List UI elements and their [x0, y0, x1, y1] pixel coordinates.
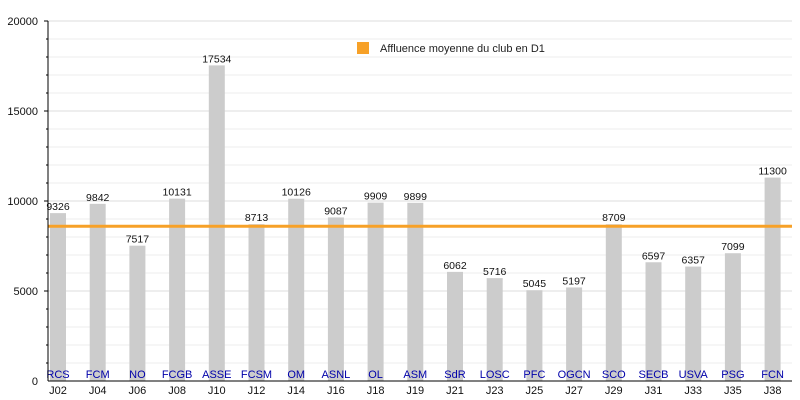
- club-label: OM: [287, 369, 305, 381]
- legend-label: Affluence moyenne du club en D1: [380, 43, 545, 55]
- club-label: FCGB: [162, 369, 193, 381]
- club-label: LOSC: [480, 369, 510, 381]
- data-label: 5197: [562, 275, 586, 287]
- bar: [327, 217, 344, 381]
- club-label: FCM: [86, 369, 110, 381]
- data-label: 6597: [642, 250, 666, 262]
- x-tick-label: J27: [565, 385, 583, 397]
- y-tick-label: 15000: [7, 106, 38, 118]
- bar: [685, 266, 702, 381]
- data-label: 17534: [202, 53, 231, 65]
- bar: [407, 202, 424, 381]
- club-label: SdR: [444, 369, 465, 381]
- x-tick-label: J38: [764, 385, 782, 397]
- x-tick-label: J16: [327, 385, 345, 397]
- data-label: 11300: [758, 166, 787, 178]
- data-label: 8709: [602, 212, 626, 224]
- bar: [89, 203, 106, 381]
- x-tick-label: J31: [645, 385, 663, 397]
- club-label: SCO: [602, 369, 626, 381]
- bars: 9326 RCS 9842 FCM 7517 NO 10131 FCGB 17534 ASSE 87…: [46, 53, 792, 381]
- bar: [724, 253, 741, 381]
- club-label: SECB: [639, 369, 669, 381]
- x-tick-label: J04: [89, 385, 107, 397]
- bar: [764, 177, 781, 381]
- data-label: 8713: [245, 212, 269, 224]
- y-tick-label: 10000: [7, 196, 38, 208]
- club-label: PFC: [523, 369, 545, 381]
- data-label: 9899: [404, 191, 428, 203]
- bar: [486, 278, 503, 381]
- x-tick-label: J23: [486, 385, 504, 397]
- x-tick-label: J06: [129, 385, 147, 397]
- bar: [129, 245, 146, 381]
- club-label: OL: [368, 369, 383, 381]
- x-tick-label: J12: [248, 385, 266, 397]
- bar: [248, 224, 265, 381]
- bar: [208, 65, 225, 381]
- data-label: 7517: [126, 234, 150, 246]
- legend-swatch: [357, 42, 369, 54]
- bar: [288, 198, 305, 381]
- axes: 0 5000 10000 15000 20000 J02 J04 J06 J08 J10 J12 J1…: [7, 16, 792, 397]
- bar: [447, 271, 463, 381]
- data-label: 5716: [483, 266, 507, 278]
- data-label: 7099: [721, 241, 745, 253]
- club-label: OGCN: [558, 369, 591, 381]
- data-label: 5045: [523, 278, 547, 290]
- club-label: USVA: [679, 369, 709, 381]
- data-label: 9326: [46, 201, 70, 213]
- bar: [566, 287, 583, 381]
- x-tick-label: J08: [168, 385, 186, 397]
- bar: [526, 290, 543, 381]
- club-label: ASNL: [322, 369, 351, 381]
- club-label: FCN: [761, 369, 784, 381]
- club-label: NO: [129, 369, 146, 381]
- x-tick-label: J18: [367, 385, 385, 397]
- y-tick-label: 5000: [14, 286, 38, 298]
- x-tick-label: J14: [287, 385, 305, 397]
- x-tick-label: J25: [526, 385, 544, 397]
- x-tick-label: J29: [605, 385, 623, 397]
- bar: [50, 213, 66, 381]
- data-label: 6062: [443, 260, 467, 272]
- x-tick-label: J10: [208, 385, 226, 397]
- data-label: 9909: [364, 191, 388, 203]
- bar: [367, 202, 384, 381]
- y-tick-label: 0: [32, 376, 38, 388]
- data-label: 9842: [86, 192, 110, 204]
- data-label: 9087: [324, 205, 348, 217]
- x-tick-label: J02: [49, 385, 67, 397]
- data-label: 10126: [282, 187, 311, 199]
- x-tick-label: J35: [724, 385, 742, 397]
- legend: Affluence moyenne du club en D1: [357, 42, 545, 55]
- club-label: ASSE: [202, 369, 231, 381]
- bar: [645, 262, 662, 381]
- y-tick-label: 20000: [7, 16, 38, 28]
- club-label: ASM: [403, 369, 427, 381]
- data-label: 6357: [682, 255, 706, 267]
- x-tick-label: J33: [684, 385, 702, 397]
- x-tick-label: J21: [446, 385, 464, 397]
- club-label: FCSM: [241, 369, 272, 381]
- bar: [605, 224, 622, 381]
- data-label: 10131: [162, 187, 191, 199]
- bar: [169, 198, 186, 381]
- club-label: RCS: [46, 369, 69, 381]
- x-tick-label: J19: [406, 385, 424, 397]
- club-label: PSG: [721, 369, 744, 381]
